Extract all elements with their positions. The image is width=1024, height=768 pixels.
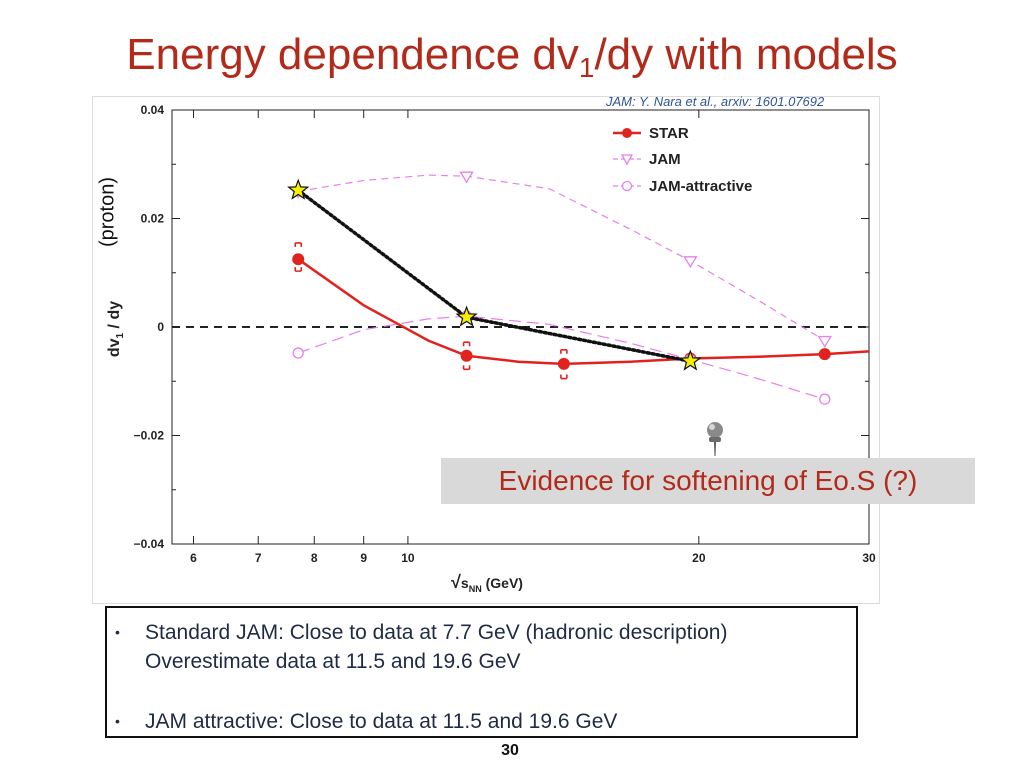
legend-marker: [621, 180, 633, 192]
y-axis-label: dv1 / dy: [106, 301, 126, 357]
jam-point: [817, 335, 832, 348]
model-star-point: [679, 349, 702, 371]
star-sys-bracket: [462, 341, 471, 371]
x-tick-label: 10: [401, 551, 415, 565]
star-sys-bracket: [560, 348, 568, 380]
bullet-line: Standard JAM: Close to data at 7.7 GeV (…: [145, 621, 728, 644]
model-star-point: [287, 178, 310, 200]
star-sys-bracket: [294, 242, 303, 272]
pushpin-icon: [707, 422, 723, 456]
jam-point: [459, 171, 474, 184]
bullet-marker: •: [115, 624, 120, 640]
page-number: 30: [501, 742, 519, 759]
ylabel-proton: (proton): [96, 176, 119, 248]
slide-title: Energy dependence dv1/dy with models: [126, 30, 898, 83]
y-tick-label: −0.04: [134, 537, 165, 551]
x-tick-label: 6: [190, 551, 197, 565]
y-tick-label: 0: [157, 320, 164, 334]
legend-label: STAR: [649, 125, 689, 142]
x-tick-label: 30: [862, 551, 876, 565]
legend-label: JAM: [649, 151, 681, 168]
model-star-point: [455, 305, 478, 327]
x-tick-label: 8: [311, 551, 318, 565]
legend-marker: [622, 128, 632, 138]
reference-citation: JAM: Y. Nara et al., arxiv: 1601.07692: [606, 94, 825, 109]
series-line: [298, 174, 826, 342]
series-line: [297, 258, 870, 366]
y-tick-label: −0.02: [134, 429, 165, 443]
jam-attractive-point: [819, 393, 831, 405]
x-axis-label: √sNN (GeV): [451, 572, 523, 594]
x-tick-label: 20: [692, 551, 706, 565]
jam-attractive-point: [292, 347, 304, 359]
softening-callout: Evidence for softening of Eo.S (?): [441, 458, 975, 504]
star-data-point: [292, 253, 305, 266]
star-data-point: [818, 348, 831, 361]
bullet-box: • Standard JAM: Close to data at 7.7 GeV…: [105, 606, 858, 738]
jam-point: [683, 256, 698, 269]
legend-marker: [620, 154, 634, 166]
bullet-marker: •: [115, 713, 120, 729]
series-line: [297, 315, 825, 400]
x-tick-label: 7: [255, 551, 262, 565]
series-line: [296, 188, 693, 363]
bullet-line: Overestimate data at 11.5 and 19.6 GeV: [145, 650, 521, 673]
dv1-dy-chart: −0.04 −0.02 0 0.02 0.04 6 7 8 9 10 20 30 STAR JAM JAM-…: [106, 103, 876, 594]
star-data-point: [557, 357, 570, 370]
legend-label: JAM-attractive: [649, 178, 752, 195]
y-tick-label: 0.02: [141, 212, 165, 226]
x-tick-label: 9: [360, 551, 367, 565]
star-data-point: [460, 349, 473, 362]
plot-frame: [92, 96, 880, 604]
bullet-line: JAM attractive: Close to data at 11.5 an…: [145, 710, 618, 733]
y-tick-label: 0.04: [141, 103, 165, 117]
